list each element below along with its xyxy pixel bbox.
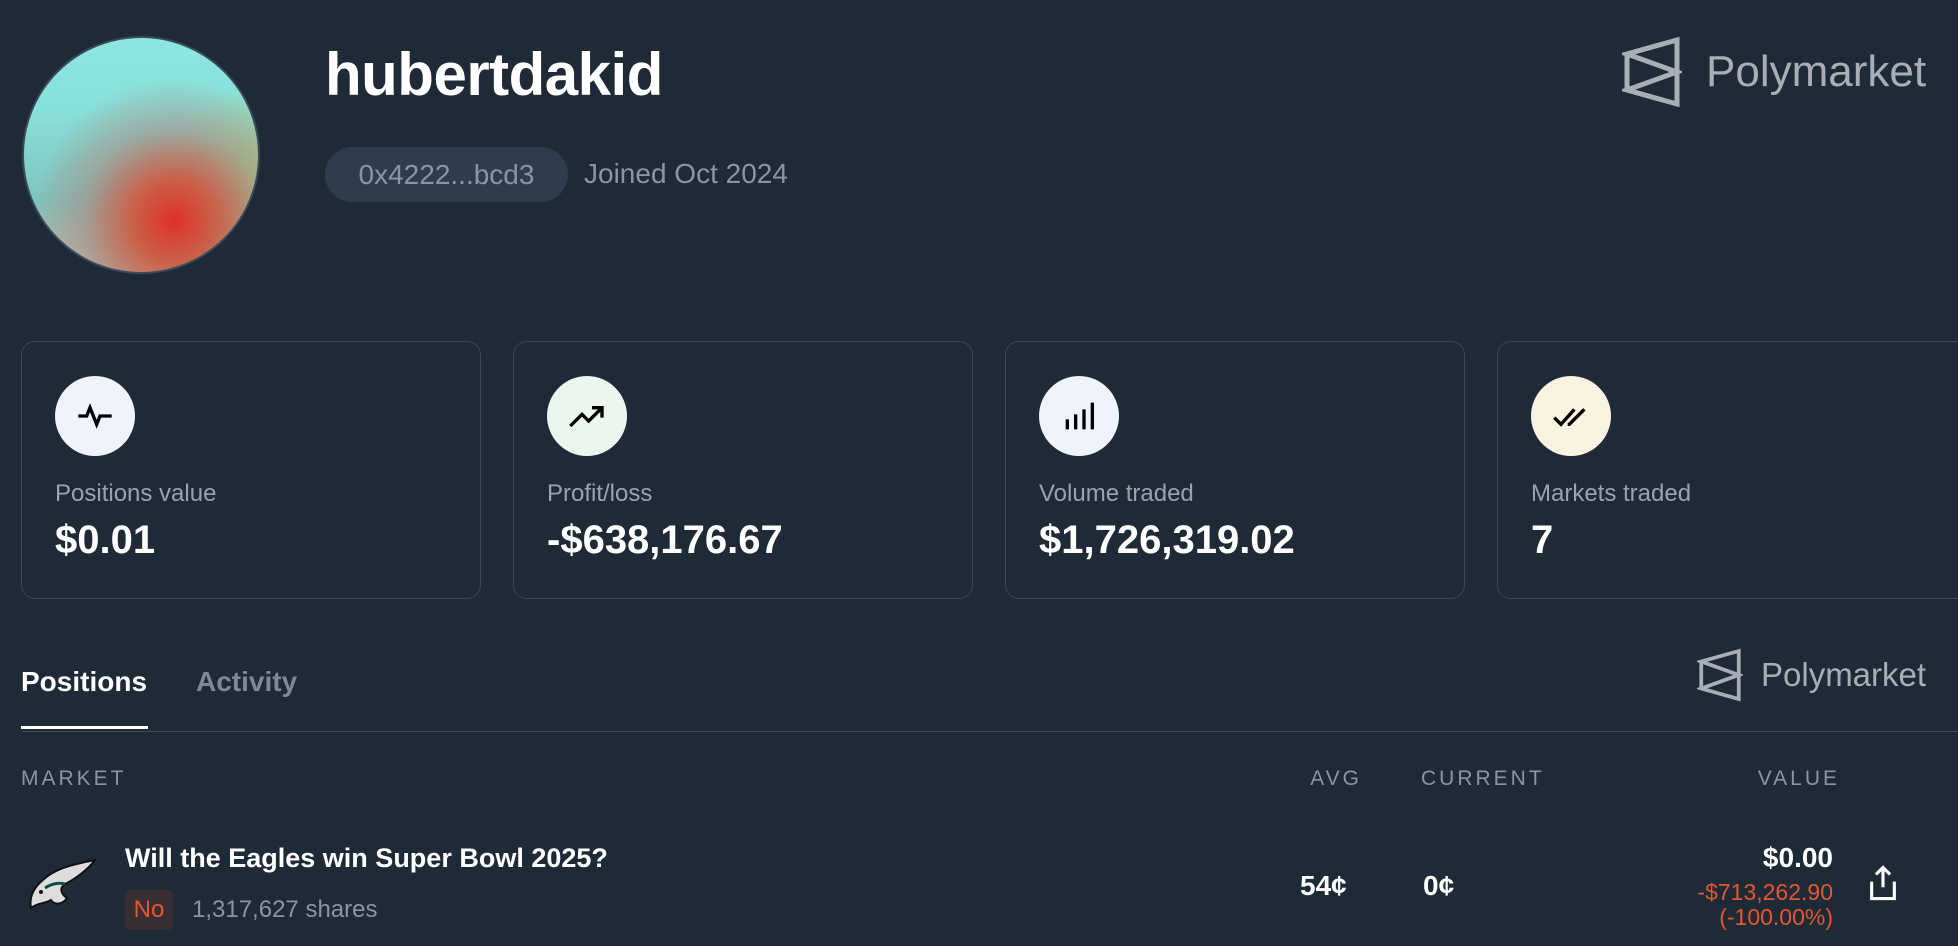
pnl-amount: -$713,262.90	[1697, 879, 1833, 905]
column-header-current[interactable]: CURRENT	[1421, 767, 1545, 790]
stat-card-positions-value: Positions value $0.01	[21, 341, 481, 599]
avatar	[22, 36, 260, 274]
polymarket-logo[interactable]: Polymarket	[1622, 36, 1926, 108]
share-icon[interactable]	[1866, 864, 1900, 902]
stat-value: $0.01	[55, 518, 156, 562]
polymarket-logo-icon	[1697, 648, 1743, 702]
pnl-percent: (-100.00%)	[1719, 904, 1833, 930]
brand-name: Polymarket	[1761, 656, 1927, 693]
stat-label: Profit/loss	[547, 480, 653, 507]
outcome-badge: No	[125, 890, 173, 930]
position-pnl: -$713,262.90 (-100.00%)	[1697, 880, 1833, 930]
active-tab-indicator	[21, 726, 148, 729]
tab-activity[interactable]: Activity	[196, 666, 298, 697]
wallet-address-pill[interactable]: 0x4222...bcd3	[325, 147, 568, 202]
double-check-icon	[1531, 376, 1611, 456]
column-header-avg[interactable]: AVG	[1310, 767, 1362, 790]
shares-count: 1,317,627 shares	[192, 896, 378, 923]
stat-label: Volume traded	[1039, 480, 1194, 507]
divider	[21, 731, 1958, 732]
stat-value: 7	[1531, 518, 1554, 562]
trending-up-icon	[547, 376, 627, 456]
username: hubertdakid	[325, 41, 663, 108]
joined-date: Joined Oct 2024	[584, 158, 788, 189]
polymarket-logo-small[interactable]: Polymarket	[1697, 648, 1926, 702]
avg-price: 54¢	[1300, 870, 1347, 901]
stat-label: Positions value	[55, 480, 217, 507]
stat-value: $1,726,319.02	[1039, 518, 1295, 562]
market-title[interactable]: Will the Eagles win Super Bowl 2025?	[125, 843, 608, 873]
stat-card-markets-traded: Markets traded 7	[1497, 341, 1958, 599]
activity-pulse-icon	[55, 376, 135, 456]
current-price: 0¢	[1423, 870, 1455, 901]
stat-value: -$638,176.67	[547, 518, 783, 562]
column-header-market[interactable]: MARKET	[21, 767, 127, 790]
polymarket-logo-icon	[1622, 36, 1682, 108]
bar-chart-icon	[1039, 376, 1119, 456]
column-header-value[interactable]: VALUE	[1757, 767, 1840, 790]
position-value: $0.00	[1762, 842, 1833, 873]
stat-card-profit-loss: Profit/loss -$638,176.67	[513, 341, 973, 599]
brand-name: Polymarket	[1706, 47, 1927, 96]
stat-card-volume-traded: Volume traded $1,726,319.02	[1005, 341, 1465, 599]
eagles-logo-icon	[29, 858, 97, 910]
stat-label: Markets traded	[1531, 480, 1692, 507]
tab-positions[interactable]: Positions	[21, 666, 148, 697]
